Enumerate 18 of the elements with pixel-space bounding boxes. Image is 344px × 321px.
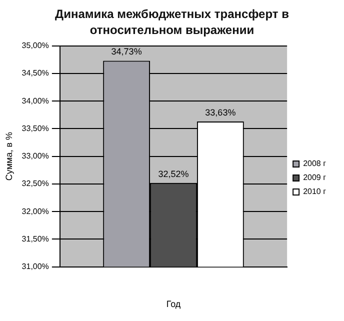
y-tick-label: 32,50% — [22, 179, 49, 188]
y-tick-label: 31,50% — [22, 234, 49, 244]
y-tick-label: 33,50% — [22, 124, 49, 133]
legend-label: 2008 г — [303, 159, 326, 168]
data-label: 32,52% — [158, 168, 189, 179]
y-tick-label: 34,50% — [22, 68, 49, 78]
chart-title: Динамика межбюджетных трансферт в относительном выражении — [54, 6, 290, 38]
legend-label: 2010 г — [303, 187, 326, 196]
y-tick-label: 34,00% — [22, 96, 49, 106]
y-tick-label: 32,00% — [22, 206, 49, 216]
legend-label: 2009 г — [303, 173, 326, 182]
y-tick-label: 31,00% — [22, 262, 49, 272]
data-label: 33,63% — [205, 107, 236, 118]
x-axis-title: Год — [166, 299, 182, 310]
y-axis-title: Сумма, в % — [4, 132, 14, 181]
y-tick-label: 35,00% — [22, 41, 49, 50]
data-label: 34,73% — [111, 46, 142, 57]
y-tick-label: 33,00% — [22, 152, 49, 161]
